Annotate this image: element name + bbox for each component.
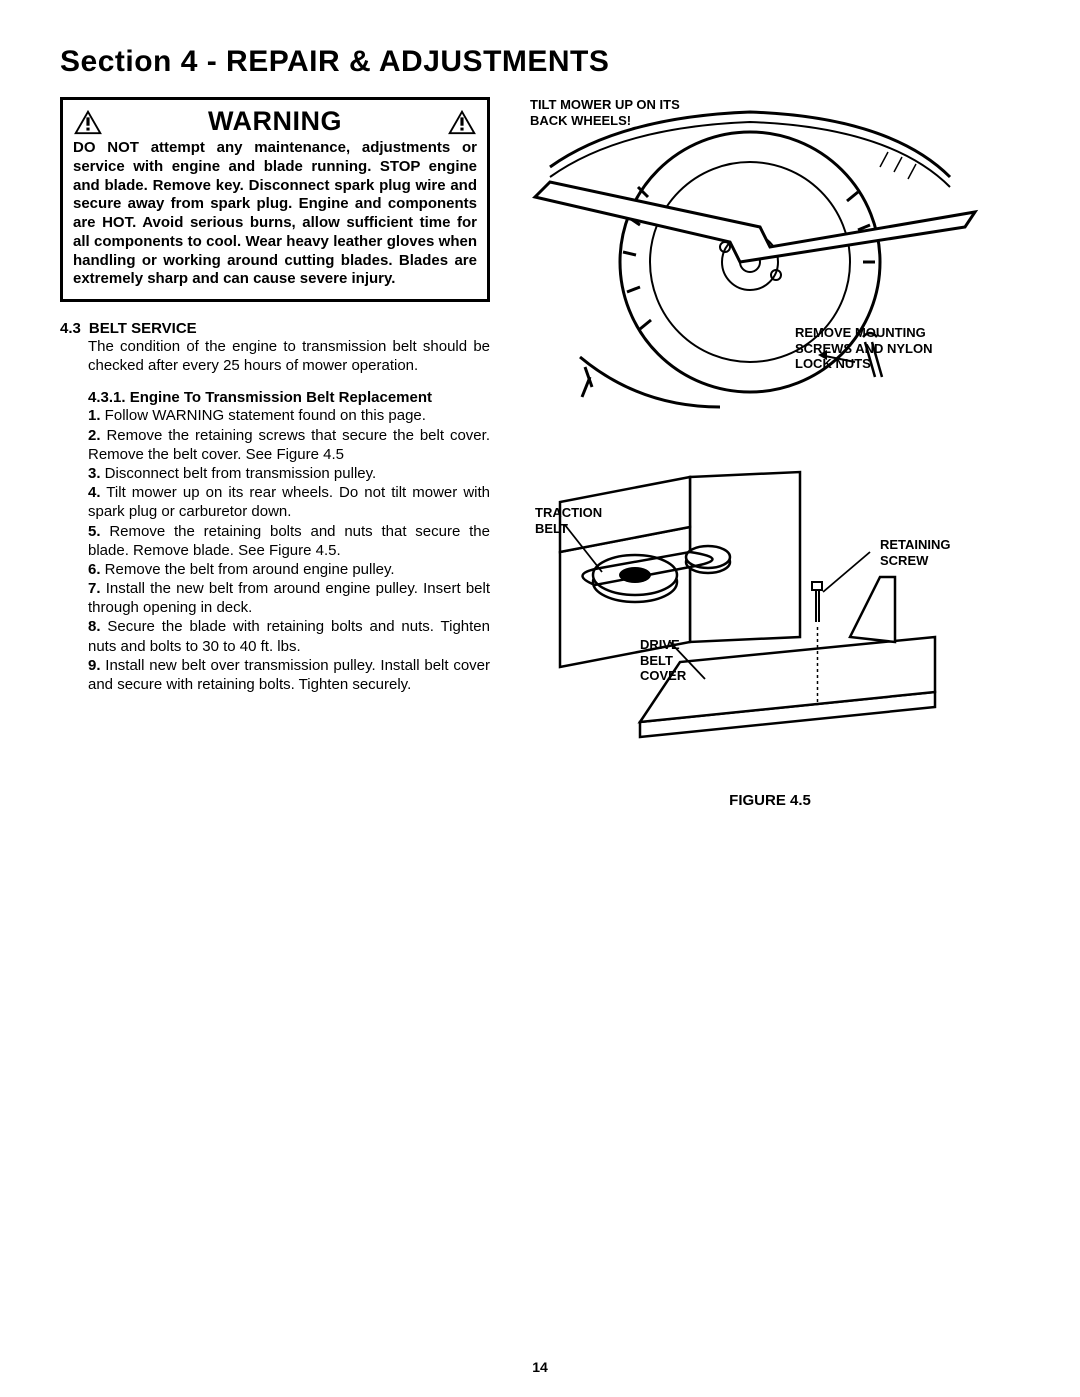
section-title: Section 4 - REPAIR & ADJUSTMENTS (60, 45, 1020, 79)
belt-service-intro: The condition of the engine to transmiss… (88, 337, 490, 375)
label-retaining: RETAINING SCREW (880, 537, 970, 568)
step: 6. Remove the belt from around engine pu… (88, 560, 490, 579)
section-name: BELT SERVICE (89, 320, 197, 337)
section-number: 4.3 (60, 320, 81, 337)
label-traction: TRACTION BELT (535, 505, 625, 536)
figure-caption: FIGURE 4.5 (520, 792, 1020, 809)
warning-triangle-icon (447, 109, 477, 135)
page-number: 14 (0, 1359, 1080, 1375)
sub-number: 4.3.1. (88, 389, 126, 406)
step: 7. Install the new belt from around engi… (88, 579, 490, 617)
step: 5. Remove the retaining bolts and nuts t… (88, 522, 490, 560)
step: 1. Follow WARNING statement found on thi… (88, 406, 490, 425)
belt-service-heading: 4.3 BELT SERVICE (60, 320, 490, 337)
step: 3. Disconnect belt from transmission pul… (88, 464, 490, 483)
warning-title: WARNING (208, 106, 342, 137)
warning-text: DO NOT attempt any maintenance, adjustme… (73, 139, 477, 289)
sub-heading: 4.3.1. Engine To Transmission Belt Repla… (88, 389, 490, 406)
sub-title: Engine To Transmission Belt Replacement (130, 389, 432, 406)
mower-deck-diagram (520, 97, 990, 437)
steps-container: 1. Follow WARNING statement found on thi… (60, 406, 490, 694)
warning-triangle-icon (73, 109, 103, 135)
label-tilt: TILT MOWER UP ON ITS BACK WHEELS! (530, 97, 680, 128)
step: 4. Tilt mower up on its rear wheels. Do … (88, 483, 490, 521)
label-remove: REMOVE MOUNTING SCREWS AND NYLON LOCK NU… (795, 325, 965, 372)
label-drive: DRIVE BELT COVER (640, 637, 710, 684)
step: 9. Install new belt over transmission pu… (88, 656, 490, 694)
warning-box: WARNING DO NOT attempt any maintenance, … (60, 97, 490, 302)
step: 8. Secure the blade with retaining bolts… (88, 617, 490, 655)
step: 2. Remove the retaining screws that secu… (88, 426, 490, 464)
figure-area: TILT MOWER UP ON ITS BACK WHEELS! REMOVE… (520, 97, 1020, 797)
